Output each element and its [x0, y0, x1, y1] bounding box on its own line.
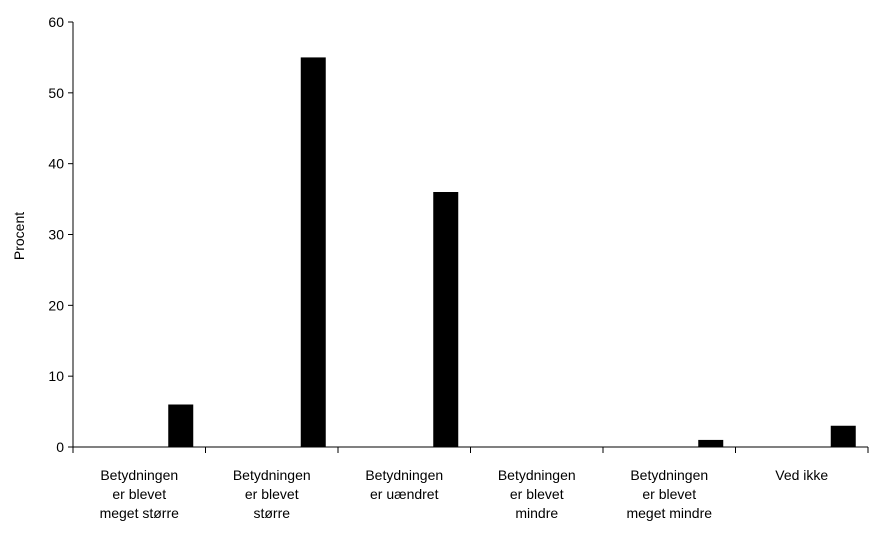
x-category-label-line: meget større [100, 505, 180, 521]
bar [830, 425, 856, 447]
y-tick-label: 10 [48, 368, 64, 384]
y-tick-label: 20 [48, 297, 64, 313]
chart-bars [168, 57, 856, 448]
bar [300, 57, 326, 448]
x-category-label-line: er blevet [642, 486, 696, 502]
bar [698, 439, 724, 447]
bar [168, 404, 194, 447]
x-category-label-line: Ved ikke [775, 467, 828, 483]
x-category-label-line: er blevet [245, 486, 299, 502]
x-category-label-line: Betydningen [233, 467, 311, 483]
x-category-label: Betydningen er blevet mindre [498, 467, 576, 521]
x-category-label: Betydningen er blevet større [233, 467, 311, 521]
x-category-label-line: meget mindre [626, 505, 712, 521]
x-category-label-line: mindre [515, 505, 558, 521]
x-category-label-line: Betydningen [630, 467, 708, 483]
y-axis-label: Procent [11, 212, 27, 260]
x-category-label-line: er blevet [510, 486, 564, 502]
x-category-label-line: er uændret [370, 486, 439, 502]
x-category-label-line: større [253, 505, 290, 521]
x-category-label: Ved ikke [775, 467, 828, 483]
x-category-label-line: Betydningen [498, 467, 576, 483]
bar [433, 192, 459, 447]
x-category-label: Betydningen er blevet meget større [100, 467, 180, 521]
y-tick-label: 50 [48, 85, 64, 101]
y-tick-label: 0 [56, 439, 64, 455]
y-tick-label: 60 [48, 14, 64, 30]
x-category-label-line: Betydningen [100, 467, 178, 483]
x-category-label-line: Betydningen [365, 467, 443, 483]
y-tick-label: 40 [48, 156, 64, 172]
y-tick-label: 30 [48, 227, 64, 243]
x-category-label: Betydningen er uændret [365, 467, 443, 502]
chart-axes [72, 22, 869, 453]
x-axis-labels: Betydningen er blevet meget størreBetydnin… [100, 467, 829, 521]
x-category-label: Betydningen er blevet meget mindre [626, 467, 712, 521]
x-category-label-line: er blevet [112, 486, 166, 502]
y-axis-ticks: 0 10 20 30 40 50 60 [48, 14, 73, 455]
